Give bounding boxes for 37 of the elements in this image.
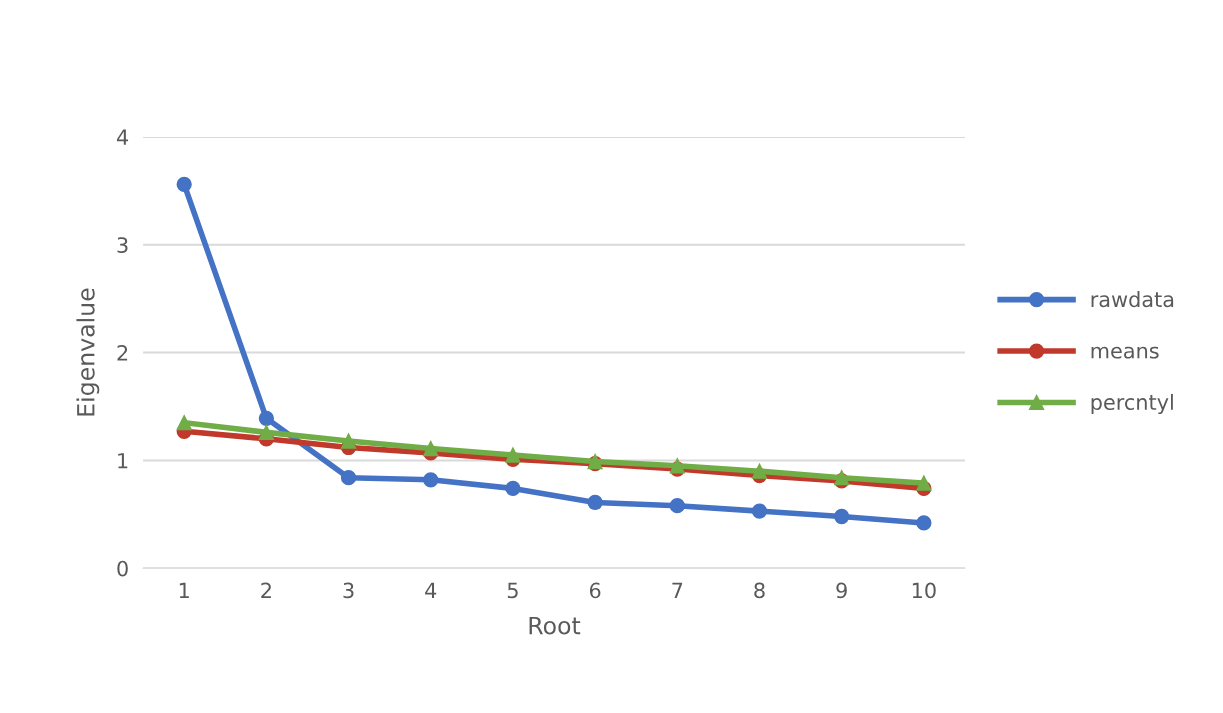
y-tick-label: 3 (117, 237, 128, 253)
point (505, 447, 521, 463)
y-tick-label: 0 (117, 560, 128, 577)
point (340, 470, 357, 486)
point (423, 472, 439, 488)
point (751, 503, 768, 519)
point (340, 433, 357, 449)
x-tick-label: 9 (836, 582, 847, 599)
point (176, 176, 192, 192)
x-tick-label: 7 (672, 582, 683, 598)
point (258, 410, 275, 427)
legend-label: means (1091, 346, 1159, 359)
y-tick-label: 1 (118, 453, 128, 469)
point (834, 508, 850, 525)
point (587, 494, 603, 511)
x-tick-label: 8 (754, 582, 765, 599)
x-tick-label: 2 (261, 582, 271, 598)
y-axis-title: Eigenvalue (76, 288, 100, 416)
point (751, 463, 768, 479)
x-tick-label: 6 (589, 582, 601, 599)
point (669, 498, 685, 514)
x-tick-label: 1 (179, 582, 189, 598)
point (258, 424, 275, 441)
legend-label: rawdata (1091, 291, 1174, 308)
point (916, 515, 932, 531)
x-tick-label: 3 (343, 582, 354, 599)
point (176, 415, 192, 431)
y-tick-label: 2 (117, 345, 128, 361)
x-tick-label: 4 (425, 582, 437, 598)
x-axis-title: Root (529, 616, 581, 635)
legend-label: percntyl (1091, 393, 1173, 415)
point (505, 480, 521, 497)
x-tick-label: 10 (912, 582, 936, 599)
x-tick-label: 5 (507, 582, 518, 599)
y-tick-label: 4 (116, 129, 129, 145)
point (916, 475, 932, 491)
point (423, 440, 439, 457)
